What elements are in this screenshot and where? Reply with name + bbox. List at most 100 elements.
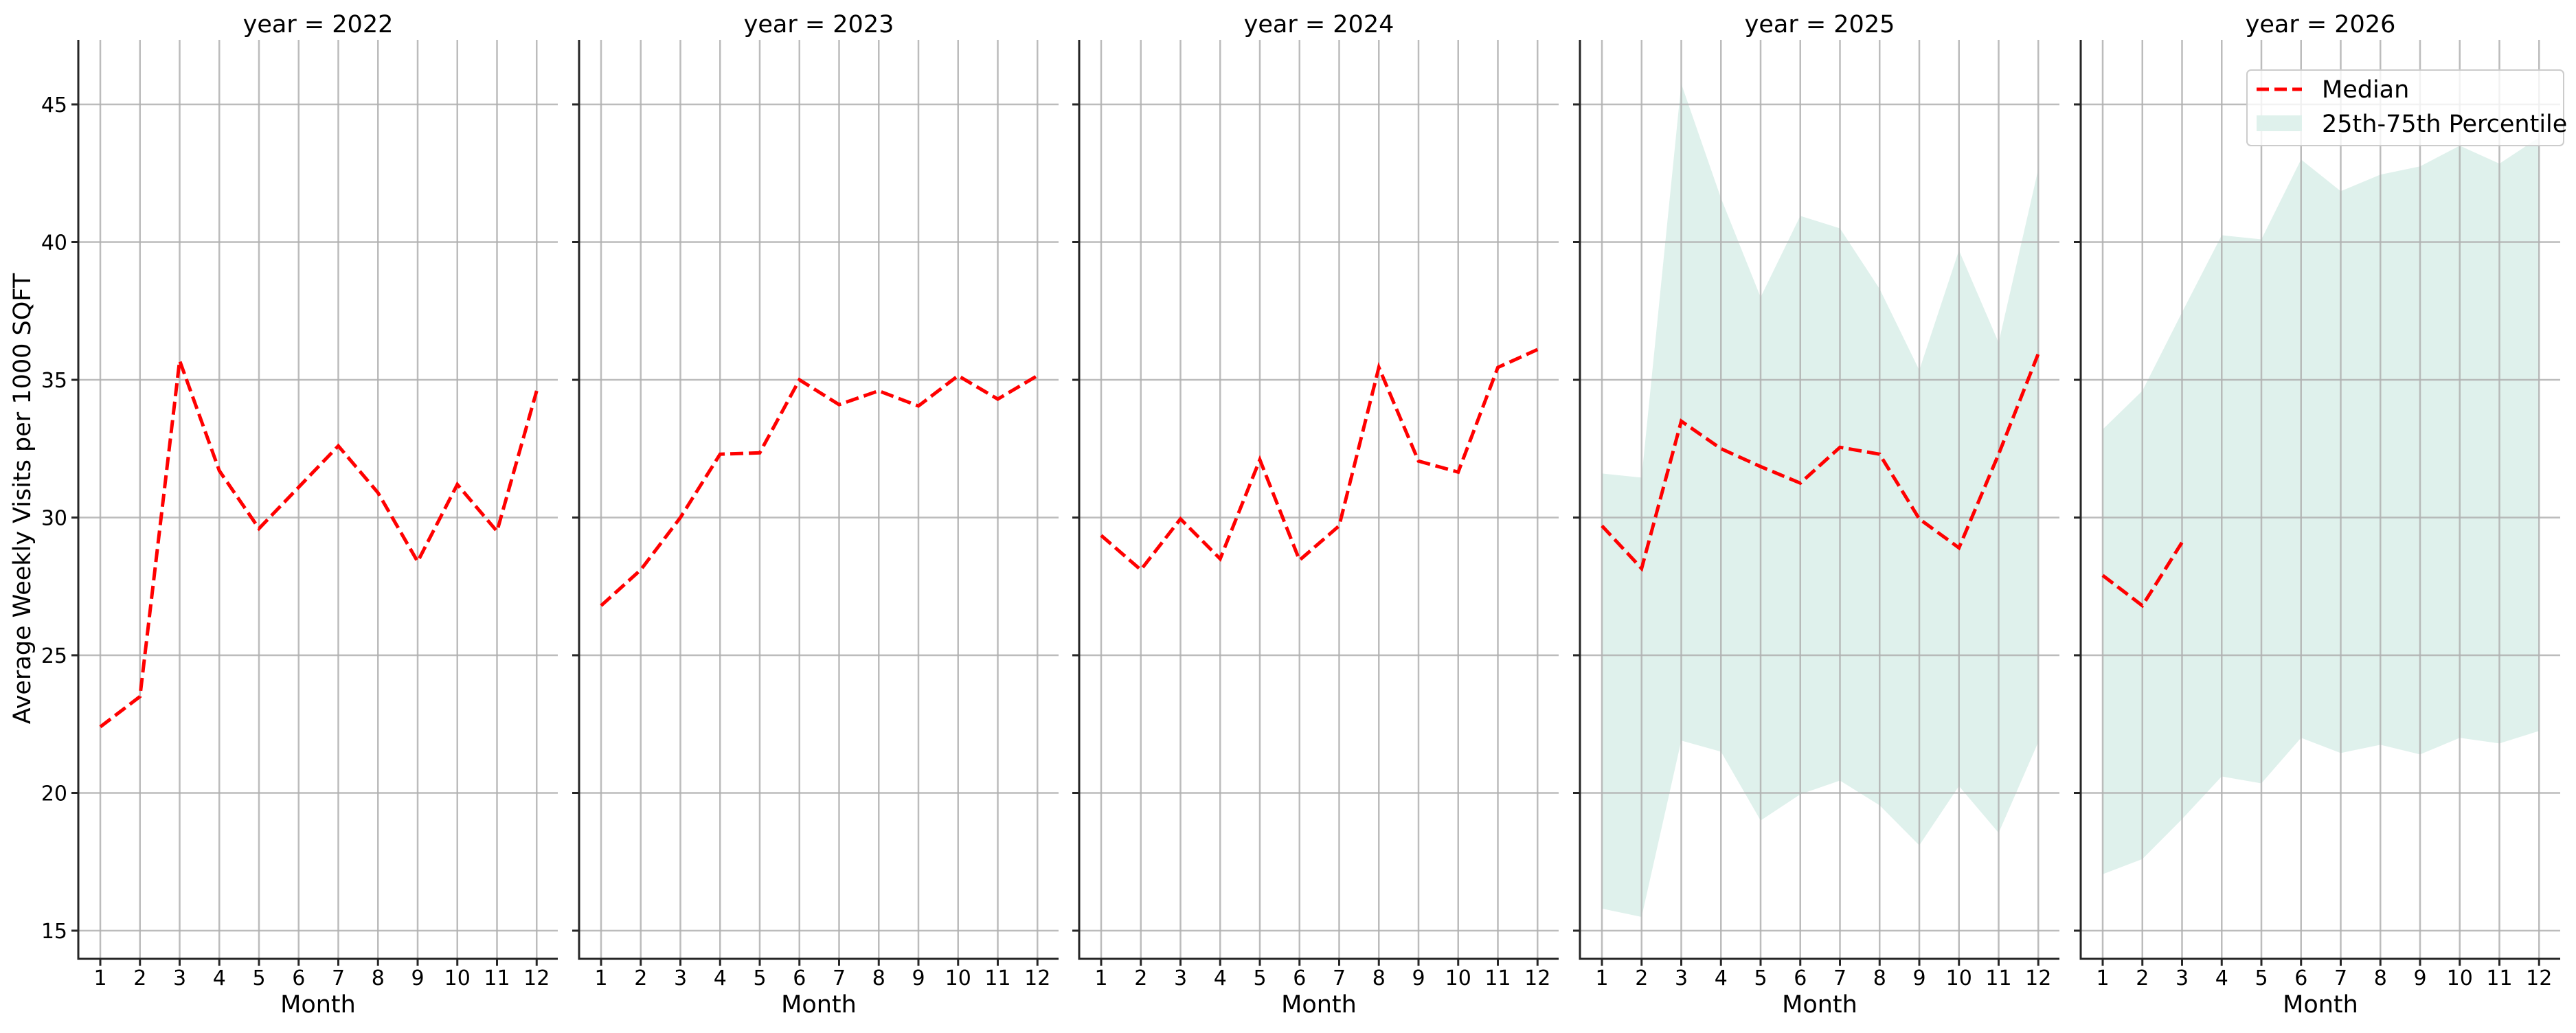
x-tick-label: 9 bbox=[1412, 966, 1425, 990]
x-tick-label: 7 bbox=[833, 966, 846, 990]
y-tick-label: 35 bbox=[41, 369, 67, 393]
x-tick-label: 11 bbox=[1484, 966, 1511, 990]
y-tick-label: 45 bbox=[41, 93, 67, 117]
legend: Median 25th-75th Percentile bbox=[2246, 69, 2567, 146]
legend-label-median: Median bbox=[2322, 76, 2409, 104]
x-tick-label: 2 bbox=[133, 966, 146, 990]
x-tick-label: 8 bbox=[1873, 966, 1886, 990]
x-tick-label: 4 bbox=[1715, 966, 1728, 990]
x-tick-label: 3 bbox=[1675, 966, 1688, 990]
x-tick-label: 1 bbox=[1595, 966, 1608, 990]
x-tick-label: 5 bbox=[252, 966, 265, 990]
y-tick-label: 25 bbox=[41, 644, 67, 668]
median-line bbox=[1601, 352, 2040, 572]
x-tick-label: 10 bbox=[945, 966, 971, 990]
gridlines bbox=[2081, 40, 2560, 959]
x-tick-label: 3 bbox=[1174, 966, 1187, 990]
median-line bbox=[2101, 541, 2184, 609]
x-tick-label: 10 bbox=[2447, 966, 2473, 990]
x-tick-label: 6 bbox=[292, 966, 305, 990]
x-tick-label: 3 bbox=[674, 966, 687, 990]
x-axis-label: Month bbox=[1782, 991, 1857, 1019]
x-tick-label: 9 bbox=[912, 966, 925, 990]
x-tick-label: 9 bbox=[2413, 966, 2426, 990]
x-tick-label: 9 bbox=[1912, 966, 1925, 990]
x-tick-label: 8 bbox=[2374, 966, 2387, 990]
x-tick-label: 7 bbox=[1833, 966, 1846, 990]
legend-label-band: 25th-75th Percentile bbox=[2322, 111, 2567, 138]
x-tick-label: 7 bbox=[1333, 966, 1346, 990]
x-tick-label: 12 bbox=[523, 966, 550, 990]
x-tick-label: 10 bbox=[1946, 966, 1972, 990]
x-axis-label: Month bbox=[2283, 991, 2358, 1019]
x-tick-label: 2 bbox=[2136, 966, 2149, 990]
x-tick-label: 12 bbox=[1524, 966, 1550, 990]
x-tick-label: 8 bbox=[872, 966, 885, 990]
x-tick-label: 1 bbox=[1094, 966, 1107, 990]
gridlines bbox=[579, 40, 1059, 959]
x-tick-label: 9 bbox=[411, 966, 424, 990]
gridlines bbox=[78, 40, 558, 959]
x-tick-label: 5 bbox=[2255, 966, 2268, 990]
gridlines bbox=[1580, 40, 2059, 959]
x-tick-label: 2 bbox=[634, 966, 647, 990]
y-tick-label: 20 bbox=[41, 782, 67, 806]
x-tick-label: 12 bbox=[2526, 966, 2552, 990]
x-tick-label: 11 bbox=[484, 966, 510, 990]
gridlines bbox=[1079, 40, 1559, 959]
band-legend-swatch-icon bbox=[2257, 115, 2302, 131]
x-tick-label: 7 bbox=[2334, 966, 2347, 990]
x-tick-label: 10 bbox=[444, 966, 471, 990]
x-tick-label: 6 bbox=[1293, 966, 1306, 990]
x-tick-label: 5 bbox=[1754, 966, 1767, 990]
x-tick-label: 8 bbox=[372, 966, 385, 990]
median-line bbox=[1100, 348, 1539, 573]
percentile-band bbox=[1602, 83, 2039, 917]
x-tick-label: 3 bbox=[2176, 966, 2189, 990]
x-axis-label: Month bbox=[1281, 991, 1357, 1019]
x-tick-label: 7 bbox=[332, 966, 345, 990]
x-tick-label: 4 bbox=[714, 966, 727, 990]
panel-title: year = 2024 bbox=[1244, 11, 1394, 38]
x-tick-label: 1 bbox=[93, 966, 106, 990]
x-tick-label: 4 bbox=[2215, 966, 2228, 990]
x-tick-label: 12 bbox=[1024, 966, 1050, 990]
panel-title: year = 2023 bbox=[744, 11, 894, 38]
x-tick-label: 6 bbox=[1794, 966, 1807, 990]
y-tick-label: 30 bbox=[41, 507, 67, 531]
x-tick-label: 10 bbox=[1445, 966, 1471, 990]
x-tick-label: 1 bbox=[2096, 966, 2109, 990]
x-tick-label: 11 bbox=[1985, 966, 2011, 990]
x-tick-label: 1 bbox=[594, 966, 607, 990]
x-tick-label: 5 bbox=[1253, 966, 1266, 990]
x-tick-label: 5 bbox=[753, 966, 766, 990]
legend-frame bbox=[2246, 69, 2564, 146]
y-tick-label: 40 bbox=[41, 231, 67, 256]
y-tick-label: 15 bbox=[41, 920, 67, 944]
panel-title: year = 2026 bbox=[2246, 11, 2396, 38]
x-tick-label: 8 bbox=[1372, 966, 1386, 990]
y-axis-label: Average Weekly Visits per 1000 SQFT bbox=[9, 273, 36, 724]
x-tick-label: 11 bbox=[984, 966, 1010, 990]
panel-title: year = 2022 bbox=[243, 11, 394, 38]
median-line bbox=[99, 360, 539, 729]
x-tick-label: 2 bbox=[1134, 966, 1147, 990]
x-tick-label: 3 bbox=[173, 966, 186, 990]
panel-title: year = 2025 bbox=[1745, 11, 1895, 38]
x-tick-label: 2 bbox=[1635, 966, 1648, 990]
median-line bbox=[600, 373, 1039, 607]
x-axis-label: Month bbox=[781, 991, 857, 1019]
x-tick-label: 4 bbox=[213, 966, 226, 990]
x-tick-label: 4 bbox=[1214, 966, 1227, 990]
x-tick-label: 12 bbox=[2025, 966, 2051, 990]
x-tick-label: 6 bbox=[2294, 966, 2307, 990]
x-tick-label: 6 bbox=[793, 966, 806, 990]
